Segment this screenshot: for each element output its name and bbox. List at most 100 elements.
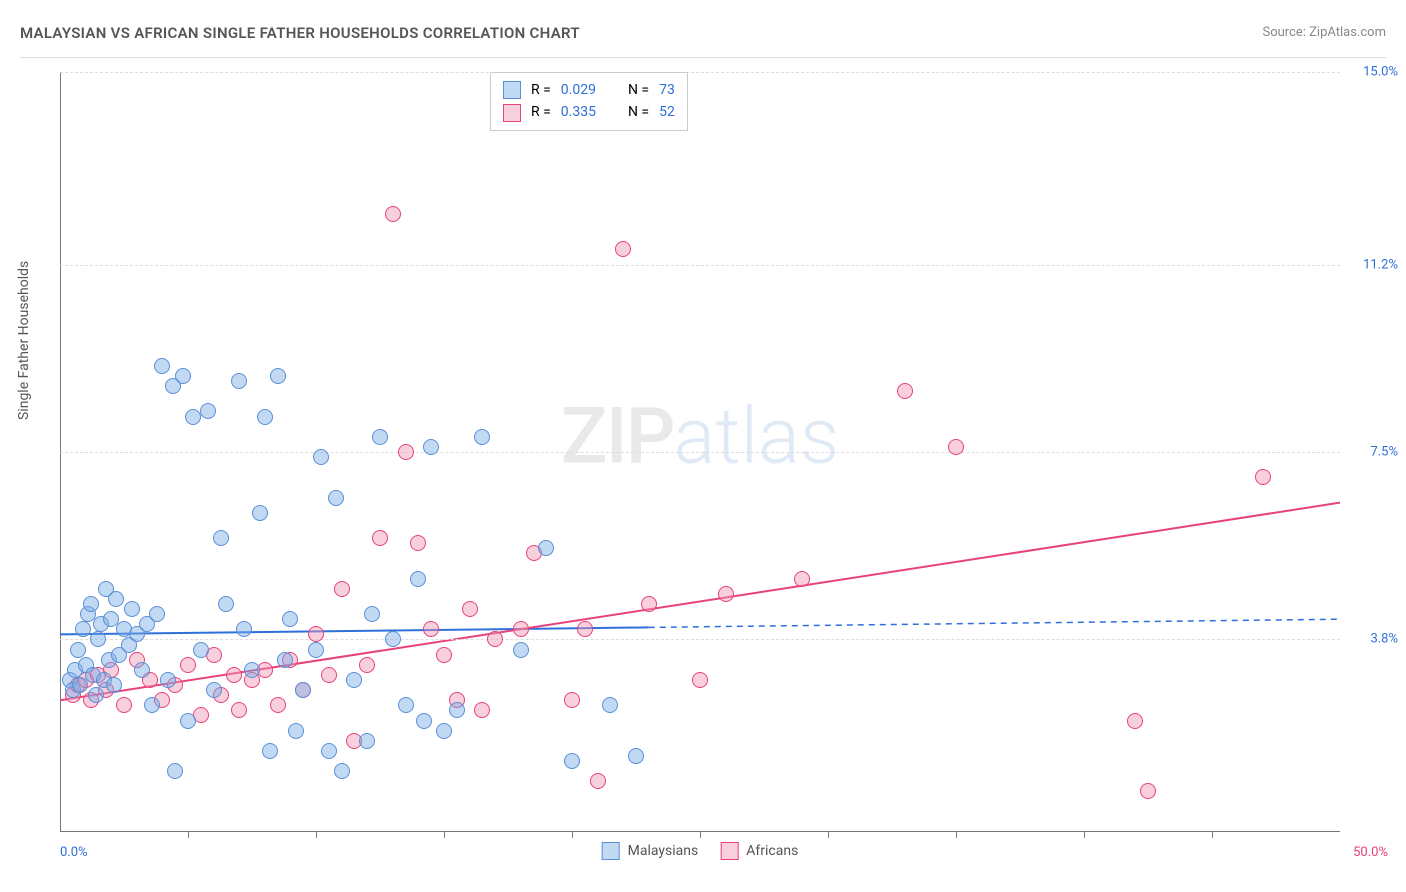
data-point — [538, 540, 554, 556]
legend-label-blue: Malaysians — [628, 843, 699, 859]
data-point — [175, 368, 191, 384]
legend-stats-row-pink: R = 0.335 N = 52 — [503, 101, 675, 123]
data-point — [364, 606, 380, 622]
data-point — [144, 697, 160, 713]
data-point — [321, 667, 337, 683]
y-tick-label: 7.5% — [1370, 445, 1398, 460]
data-point — [321, 743, 337, 759]
data-point — [134, 662, 150, 678]
x-axis-min-label: 0.0% — [60, 845, 88, 860]
data-point — [106, 677, 122, 693]
data-point — [124, 601, 140, 617]
data-point — [346, 672, 362, 688]
data-point — [70, 642, 86, 658]
data-point — [1127, 713, 1143, 729]
data-point — [334, 581, 350, 597]
data-point — [236, 621, 252, 637]
data-point — [948, 439, 964, 455]
x-tick — [828, 832, 829, 838]
x-tick — [188, 832, 189, 838]
data-point — [590, 773, 606, 789]
data-point — [88, 687, 104, 703]
chart-area: ZIPatlas 3.8%7.5%11.2%15.0% R = 0.029 N … — [60, 72, 1340, 832]
data-point — [615, 241, 631, 257]
data-point — [160, 672, 176, 688]
x-tick — [316, 832, 317, 838]
r-value-blue: 0.029 — [561, 79, 596, 101]
data-point — [474, 702, 490, 718]
plot-region: ZIPatlas 3.8%7.5%11.2%15.0% — [60, 72, 1340, 832]
y-tick-label: 3.8% — [1370, 632, 1398, 647]
data-point — [462, 601, 478, 617]
data-point — [116, 697, 132, 713]
data-point — [897, 383, 913, 399]
data-point — [231, 702, 247, 718]
data-point — [602, 697, 618, 713]
data-point — [423, 439, 439, 455]
grid-line — [60, 72, 1340, 73]
data-point — [282, 611, 298, 627]
data-point — [372, 530, 388, 546]
data-point — [449, 702, 465, 718]
data-point — [193, 642, 209, 658]
data-point — [313, 449, 329, 465]
source-label: Source: ZipAtlas.com — [1262, 25, 1386, 40]
data-point — [308, 626, 324, 642]
data-point — [244, 662, 260, 678]
swatch-blue-icon — [503, 81, 521, 99]
data-point — [149, 606, 165, 622]
data-point — [794, 571, 810, 587]
data-point — [410, 571, 426, 587]
grid-line — [60, 265, 1340, 266]
data-point — [577, 621, 593, 637]
data-point — [270, 697, 286, 713]
data-point — [436, 723, 452, 739]
chart-title: MALAYSIAN VS AFRICAN SINGLE FATHER HOUSE… — [20, 24, 580, 42]
x-tick — [956, 832, 957, 838]
grid-line — [60, 452, 1340, 453]
data-point — [474, 429, 490, 445]
data-point — [564, 692, 580, 708]
data-point — [308, 642, 324, 658]
data-point — [372, 429, 388, 445]
x-tick — [572, 832, 573, 838]
legend-label-pink: Africans — [746, 843, 798, 859]
data-point — [213, 530, 229, 546]
data-point — [385, 206, 401, 222]
data-point — [288, 723, 304, 739]
data-point — [167, 763, 183, 779]
data-point — [410, 535, 426, 551]
data-point — [513, 621, 529, 637]
data-point — [334, 763, 350, 779]
data-point — [359, 733, 375, 749]
data-point — [231, 373, 247, 389]
data-point — [641, 596, 657, 612]
y-tick-label: 15.0% — [1363, 65, 1398, 80]
data-point — [83, 596, 99, 612]
data-point — [90, 631, 106, 647]
swatch-blue-icon — [602, 842, 620, 860]
x-axis-max-label: 50.0% — [1353, 845, 1388, 860]
data-point — [270, 368, 286, 384]
data-point — [185, 409, 201, 425]
data-point — [108, 591, 124, 607]
data-point — [398, 444, 414, 460]
legend-item-blue: Malaysians — [602, 842, 699, 860]
header: MALAYSIAN VS AFRICAN SINGLE FATHER HOUSE… — [20, 18, 1386, 58]
swatch-pink-icon — [720, 842, 738, 860]
n-value-pink: 52 — [659, 101, 675, 123]
data-point — [628, 748, 644, 764]
data-point — [252, 505, 268, 521]
legend-stats-row-blue: R = 0.029 N = 73 — [503, 79, 675, 101]
x-tick — [1212, 832, 1213, 838]
data-point — [487, 631, 503, 647]
data-point — [359, 657, 375, 673]
data-point — [692, 672, 708, 688]
r-value-pink: 0.335 — [561, 101, 596, 123]
data-point — [385, 631, 401, 647]
data-point — [295, 682, 311, 698]
swatch-pink-icon — [503, 104, 521, 122]
data-point — [200, 403, 216, 419]
data-point — [226, 667, 242, 683]
x-tick — [444, 832, 445, 838]
